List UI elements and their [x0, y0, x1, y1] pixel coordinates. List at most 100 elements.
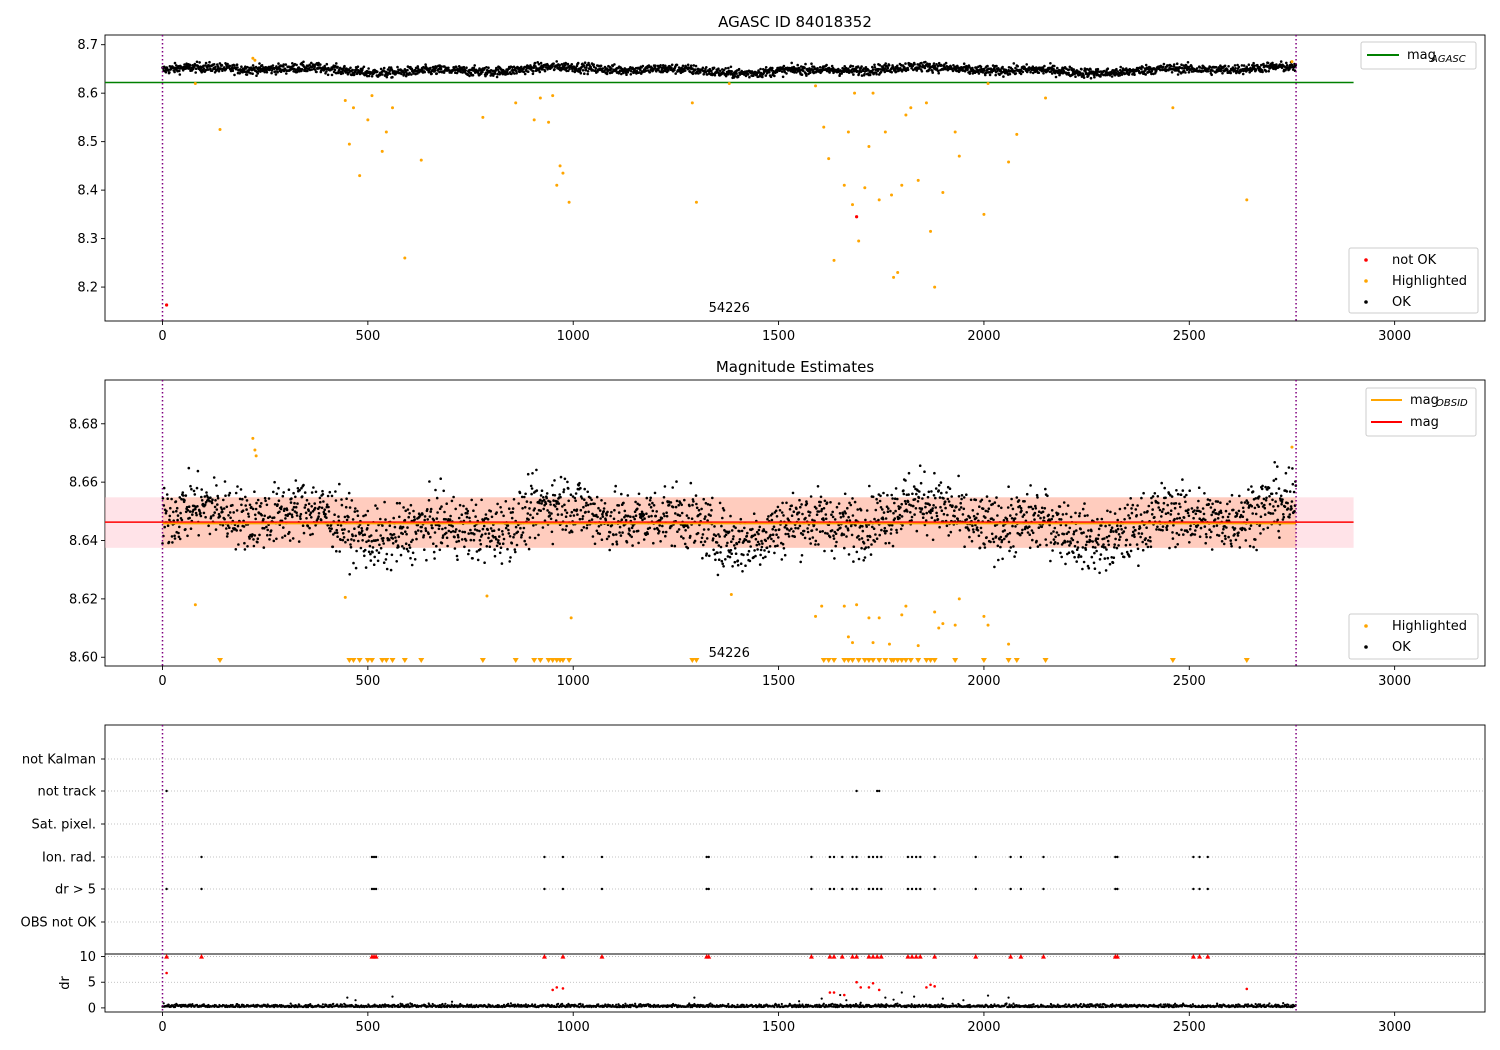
ok-point: [583, 61, 587, 64]
ok-point: [433, 557, 436, 560]
ok-point: [584, 510, 587, 514]
ok-point: [1119, 65, 1122, 69]
ok-point: [670, 544, 674, 547]
ok-point: [718, 535, 721, 538]
ok-point: [263, 514, 267, 518]
ok-point: [834, 532, 838, 535]
ok-point: [409, 556, 412, 560]
ok-point: [808, 511, 812, 514]
ok-point: [521, 531, 525, 534]
ok-point: [340, 498, 343, 501]
ok-point: [563, 65, 566, 69]
ok-point: [1036, 545, 1040, 548]
ok-point: [904, 479, 907, 482]
ok-point: [504, 500, 508, 503]
ok-point: [641, 64, 645, 68]
ok-point: [849, 503, 853, 507]
ok-point: [526, 472, 530, 476]
ok-point: [562, 490, 565, 494]
ok-point: [481, 70, 484, 74]
ok-point: [269, 529, 273, 532]
ok-point: [833, 518, 837, 521]
ok-point: [492, 529, 496, 532]
ok-point: [335, 531, 339, 535]
ok-point: [648, 503, 651, 506]
ok-point: [791, 491, 795, 495]
ok-point: [384, 518, 387, 521]
ok-point: [538, 70, 542, 74]
ok-point: [913, 498, 917, 501]
ok-point: [856, 508, 859, 511]
ok-point: [875, 537, 879, 540]
ok-point: [539, 509, 542, 512]
ok-point: [958, 508, 961, 511]
ok-point: [770, 518, 774, 522]
ok-point: [404, 542, 408, 545]
ok-point: [1014, 525, 1017, 528]
ok-point: [743, 526, 746, 530]
ok-point: [979, 526, 983, 530]
ok-point: [243, 548, 247, 551]
ok-point: [928, 62, 931, 66]
ok-point: [945, 491, 948, 494]
ok-point: [664, 530, 668, 534]
ok-point: [351, 68, 355, 72]
ok-point: [1003, 529, 1006, 532]
ok-point: [707, 528, 710, 531]
ok-point: [913, 63, 916, 66]
ok-point: [977, 534, 981, 538]
ok-point: [371, 546, 375, 549]
ok-point: [334, 490, 337, 493]
ok-point: [188, 510, 192, 513]
ok-point: [1069, 541, 1072, 545]
ok-point: [210, 501, 214, 505]
ok-point: [416, 529, 420, 532]
ok-point: [1077, 553, 1081, 557]
ok-point: [763, 549, 766, 552]
ok-point: [739, 517, 743, 521]
ok-point: [717, 67, 720, 70]
ok-point: [572, 514, 576, 517]
ok-point: [910, 515, 914, 519]
ok-point: [484, 74, 487, 78]
ok-point: [960, 497, 963, 501]
ok-point: [302, 60, 305, 64]
ok-point: [1053, 526, 1057, 530]
ok-point: [187, 466, 191, 470]
ok-point: [449, 530, 453, 534]
ok-point: [320, 506, 324, 510]
ok-point: [553, 68, 556, 71]
ok-point: [899, 506, 902, 509]
ok-point: [733, 560, 737, 564]
ok-point: [203, 64, 207, 67]
ok-point: [231, 69, 235, 72]
ok-point: [800, 503, 803, 506]
ok-point: [1084, 543, 1088, 547]
ok-point: [423, 70, 427, 74]
ok-point: [1089, 539, 1092, 543]
y-tick-label: 8.66: [69, 476, 98, 491]
ok-point: [768, 71, 771, 74]
ok-point: [209, 496, 212, 500]
ok-point: [946, 497, 950, 501]
ok-point: [824, 531, 827, 535]
ok-point: [563, 63, 567, 67]
ok-point: [283, 534, 287, 538]
ok-point: [307, 509, 311, 512]
ok-point: [1240, 64, 1244, 67]
ok-point: [648, 499, 652, 502]
ok-point: [1058, 505, 1062, 508]
ok-point: [462, 504, 465, 508]
ok-point: [1025, 511, 1028, 514]
highlighted-point: [842, 183, 846, 187]
ok-point: [878, 533, 881, 537]
ok-point: [522, 70, 526, 74]
ok-point: [671, 505, 675, 509]
ok-point: [599, 64, 603, 68]
ok-point: [445, 536, 449, 540]
ok-point: [673, 68, 676, 72]
ok-point: [202, 511, 206, 515]
ok-point: [1053, 541, 1057, 544]
ok-point: [999, 545, 1002, 549]
ok-point: [388, 524, 392, 527]
